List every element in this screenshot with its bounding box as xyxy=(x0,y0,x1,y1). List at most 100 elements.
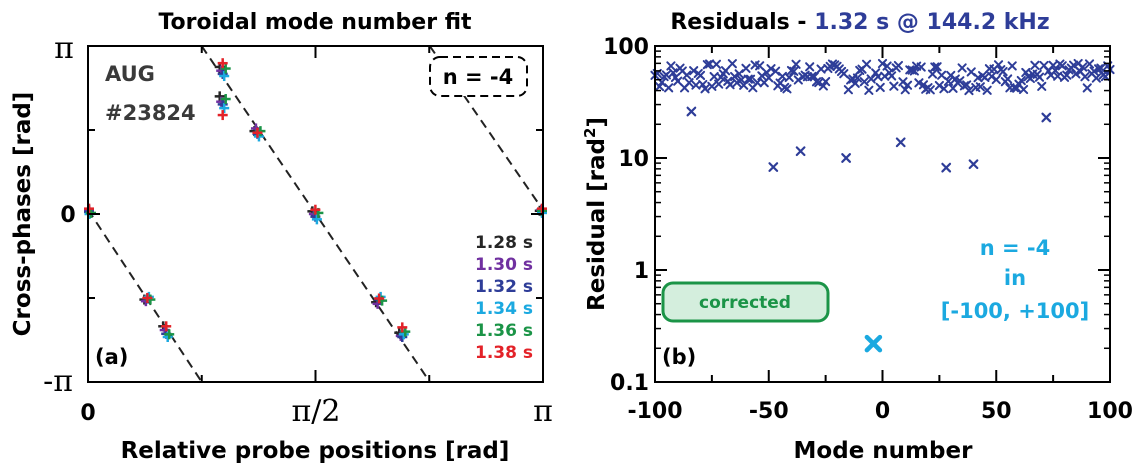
residual-point xyxy=(743,74,753,84)
residual-point xyxy=(805,62,815,72)
fit-label-box xyxy=(429,56,528,97)
residual-point xyxy=(993,60,1004,70)
point-1.38s-7 xyxy=(374,293,385,304)
point-1.38s-1 xyxy=(142,292,153,303)
shot-label: #23824 xyxy=(105,101,196,125)
y-tick-label-b-1: 10 xyxy=(618,147,649,172)
residual-point xyxy=(859,77,869,87)
point-1.34s-4 xyxy=(219,103,230,114)
y-axis-label: Cross-phases [rad] xyxy=(10,92,36,337)
residual-point xyxy=(821,76,831,87)
residual-point xyxy=(975,82,985,92)
panel-a: Toroidal mode number fit 0 π/2 π π 0 -π … xyxy=(10,10,553,464)
y-axis-label-b-sup: 2 xyxy=(581,128,599,138)
point-1.28s-4 xyxy=(214,91,225,102)
x-tick-label-b-2: 0 xyxy=(875,399,890,424)
residual-point xyxy=(939,84,949,94)
y-tick-label-b-0: 100 xyxy=(603,35,649,60)
legend-entry-5: 1.38 s xyxy=(475,343,533,363)
y-tick-label-0: 0 xyxy=(60,203,75,228)
corrected-badge-label: corrected xyxy=(699,293,791,313)
panel-a-label: (a) xyxy=(95,345,128,369)
point-1.34s-3 xyxy=(219,71,230,82)
residual-point xyxy=(784,72,794,83)
residual-point xyxy=(887,71,897,81)
legend-entry-3: 1.34 s xyxy=(475,299,533,319)
panel-b-title: Residuals - 1.32 s @ 144.2 kHz xyxy=(670,10,1049,35)
residual-point xyxy=(698,79,708,90)
residual-point xyxy=(852,73,863,83)
residual-point xyxy=(1018,84,1029,95)
residual-point xyxy=(1062,70,1072,80)
residual-outlier-0 xyxy=(686,106,697,117)
point-1.38s-2 xyxy=(161,321,172,332)
residual-point xyxy=(998,66,1008,77)
result-mode: n = -4 xyxy=(980,236,1051,260)
point-1.38s-6 xyxy=(310,204,321,215)
residual-outlier-1 xyxy=(768,162,779,172)
residual-point xyxy=(973,73,983,83)
fit-label: n = -4 xyxy=(443,65,514,89)
residual-point xyxy=(1030,60,1040,70)
residual-point xyxy=(877,58,888,69)
legend-entry-4: 1.36 s xyxy=(475,321,533,341)
residual-point xyxy=(816,64,826,74)
residual-point xyxy=(875,82,885,93)
y-tick-label-b-3: 0.1 xyxy=(610,371,649,396)
residual-point xyxy=(1003,74,1013,84)
residual-point xyxy=(902,80,913,90)
residual-point xyxy=(695,70,706,81)
residual-point xyxy=(736,75,747,85)
residual-point xyxy=(1007,61,1017,71)
residual-point xyxy=(764,73,774,83)
y-tick-label-minus-pi: -π xyxy=(43,364,73,399)
residual-point xyxy=(982,85,992,95)
point-1.38s-5 xyxy=(252,127,263,138)
residual-outlier-4 xyxy=(895,137,906,148)
panel-b-title-highlight: 1.32 s @ 144.2 kHz xyxy=(814,10,1049,35)
residual-point xyxy=(866,74,876,84)
residual-point xyxy=(1016,75,1026,86)
x-tick-label-b-4: 100 xyxy=(1087,399,1133,424)
residual-point xyxy=(664,83,674,93)
y-axis-label-b: Residual [rad2] xyxy=(581,117,610,311)
residual-outlier-3 xyxy=(841,153,852,163)
residual-point xyxy=(962,80,972,90)
residual-point xyxy=(864,85,874,95)
residual-point xyxy=(918,80,929,90)
residual-point xyxy=(889,81,899,91)
legend-entry-1: 1.30 s xyxy=(475,255,533,275)
x-tick-label-0: 0 xyxy=(80,401,95,426)
x-tick-label-b-3: 50 xyxy=(981,399,1012,424)
x-tick-label-b-0: -100 xyxy=(627,399,682,424)
residual-point xyxy=(745,74,756,84)
residual-point xyxy=(1034,72,1045,82)
x-tick-label-pi-half: π/2 xyxy=(292,394,341,429)
residual-point xyxy=(882,61,892,71)
residual-point xyxy=(705,59,715,69)
panel-b-title-prefix: Residuals - xyxy=(670,10,814,35)
residual-point xyxy=(702,60,712,70)
panel-b-label: (b) xyxy=(662,345,696,369)
residual-point xyxy=(930,62,940,72)
residual-point xyxy=(850,78,860,88)
residual-point xyxy=(1096,63,1106,73)
residual-point xyxy=(1050,65,1060,76)
residual-point xyxy=(791,59,801,69)
residual-point xyxy=(766,64,776,74)
residual-point xyxy=(730,71,740,82)
residual-point xyxy=(661,70,671,80)
residual-point xyxy=(732,78,742,88)
residual-point xyxy=(725,80,735,90)
y-axis-label-b-end: ] xyxy=(584,117,610,128)
residual-point xyxy=(909,66,919,76)
result-in: in xyxy=(1004,266,1026,290)
residual-outlier-6 xyxy=(968,159,979,170)
residual-point xyxy=(932,62,942,72)
residual-point xyxy=(900,85,910,95)
residual-point xyxy=(752,77,762,88)
point-1.36s-3 xyxy=(220,63,231,74)
residual-point xyxy=(782,84,792,94)
point-1.38s-8 xyxy=(397,322,408,333)
residual-point xyxy=(1080,72,1090,82)
